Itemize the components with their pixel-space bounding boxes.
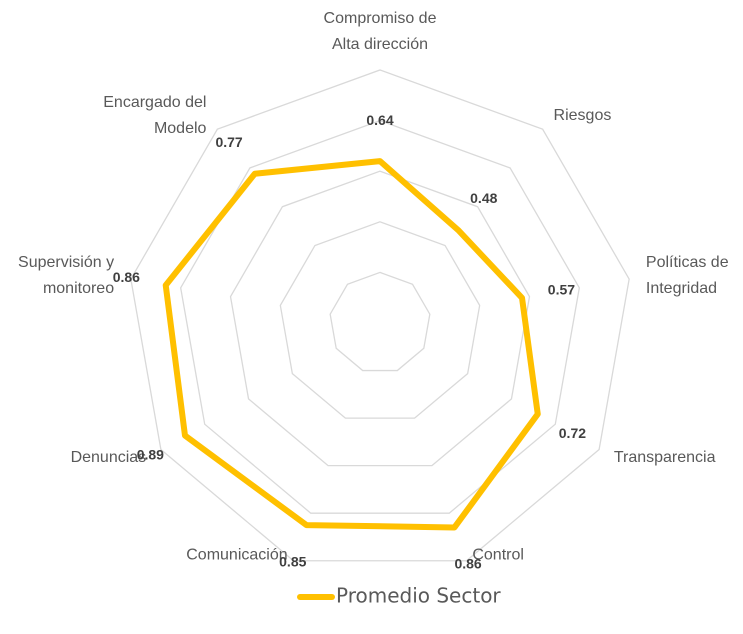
data-label: 0.57 — [548, 282, 575, 298]
legend-label: Promedio Sector — [336, 584, 501, 608]
data-label: 0.72 — [559, 425, 586, 441]
axis-label: Supervisión y monitoreo — [18, 254, 114, 297]
data-label: 0.86 — [113, 269, 140, 285]
axis-label: Control — [472, 547, 524, 564]
axis-label: Denuncias — [71, 449, 147, 466]
data-label: 0.85 — [279, 553, 306, 569]
axis-label: Transparencia — [614, 449, 716, 466]
data-label: 0.89 — [137, 446, 164, 462]
grid-ring — [279, 221, 481, 419]
data-label: 0.48 — [470, 190, 497, 206]
axis-label: Comunicación — [186, 547, 287, 564]
axis-label: Compromiso de Alta dirección — [324, 10, 437, 53]
axis-label: Riesgos — [554, 107, 612, 124]
axis-label: Políticas de Integridad — [646, 254, 729, 297]
grid-ring — [130, 69, 630, 562]
grid-ring — [229, 170, 531, 467]
grid-ring — [179, 119, 581, 514]
data-label: 0.77 — [215, 134, 242, 150]
axis-label: Encargado del Modelo — [103, 94, 206, 137]
series-line — [162, 158, 541, 531]
grid-ring — [329, 271, 431, 372]
data-label: 0.86 — [454, 556, 481, 572]
data-label: 0.64 — [366, 112, 393, 128]
